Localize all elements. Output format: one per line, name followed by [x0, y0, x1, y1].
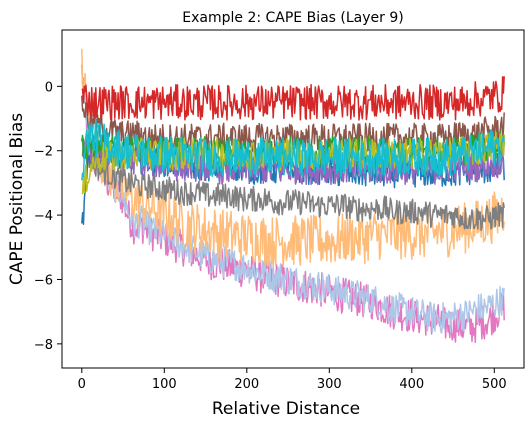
y-tick-label: 0 [45, 80, 53, 95]
x-tick-label: 200 [234, 377, 259, 392]
x-axis: 0 100 200 300 400 500 [78, 368, 507, 392]
series-line-2 [81, 48, 505, 267]
y-axis: 0 −2 −4 −6 −8 [34, 80, 62, 353]
axes-frame [61, 29, 525, 369]
series-line-9 [81, 76, 505, 121]
series-line-10 [81, 118, 505, 181]
y-tick-label: −8 [34, 338, 53, 353]
series-line-1 [81, 67, 505, 334]
x-tick-label: 400 [399, 377, 424, 392]
chart-title: Example 2: CAPE Bias (Layer 9) [182, 10, 403, 26]
x-tick-label: 500 [482, 377, 507, 392]
x-tick-label: 300 [317, 377, 342, 392]
y-tick-label: −6 [34, 273, 53, 288]
y-axis-label: CAPE Positional Bias [7, 113, 27, 285]
x-tick-label: 0 [78, 377, 86, 392]
x-tick-label: 100 [152, 377, 177, 392]
x-axis-label: Relative Distance [212, 399, 360, 419]
y-tick-label: −2 [34, 145, 53, 160]
plot-area [81, 48, 505, 344]
y-tick-label: −4 [34, 209, 53, 224]
series-line-3 [81, 137, 505, 232]
